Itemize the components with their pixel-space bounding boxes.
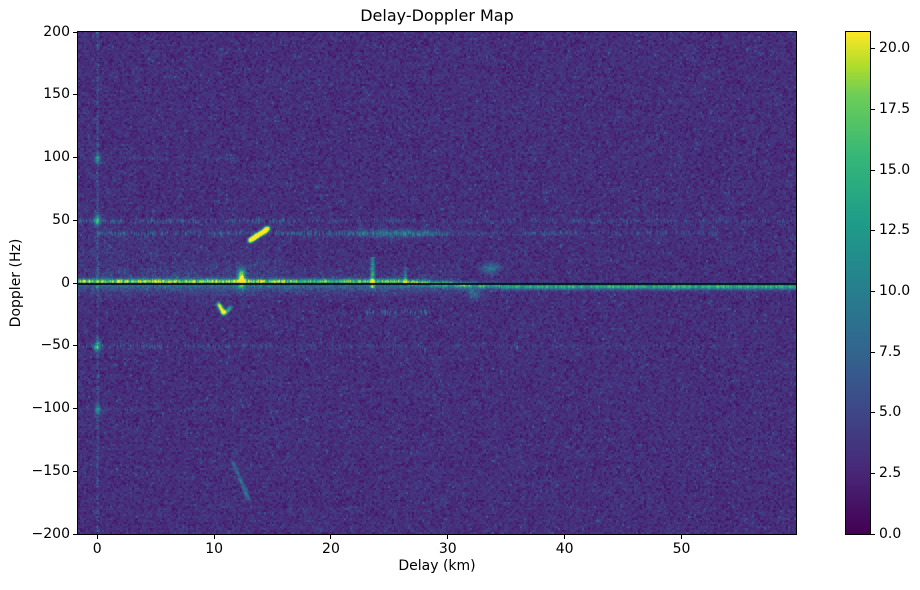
y-tick-label: −150 xyxy=(31,462,70,479)
x-tick-label: 50 xyxy=(672,541,691,557)
colorbar-tick-mark xyxy=(871,109,875,111)
y-tick-mark xyxy=(73,157,77,158)
heatmap-canvas xyxy=(78,32,796,534)
colorbar-tick-label: 17.5 xyxy=(879,101,911,118)
colorbar-tick-label: 5.0 xyxy=(879,404,902,421)
colorbar-tick-mark xyxy=(871,412,875,414)
y-tick-label: −200 xyxy=(31,525,70,542)
colorbar-tick-mark xyxy=(871,290,875,292)
x-tick-label: 0 xyxy=(92,541,102,557)
y-tick-label: 0 xyxy=(61,274,70,291)
colorbar-tick-mark xyxy=(871,230,875,232)
colorbar-gradient xyxy=(846,32,870,534)
y-tick-label: 200 xyxy=(43,23,70,40)
y-tick-mark xyxy=(73,282,77,284)
x-tick-mark xyxy=(330,535,332,539)
colorbar-tick-label: 2.5 xyxy=(879,464,902,481)
y-tick-label: 150 xyxy=(43,86,70,103)
x-tick-mark xyxy=(213,535,215,539)
heatmap-plot xyxy=(77,31,797,535)
x-tick-mark xyxy=(564,535,566,539)
y-tick-mark xyxy=(73,219,77,221)
colorbar-tick-mark xyxy=(871,472,875,474)
y-tick-label: −100 xyxy=(31,400,70,416)
colorbar-tick-label: 15.0 xyxy=(879,161,911,178)
colorbar-tick-mark xyxy=(871,48,875,50)
x-axis-label: Delay (km) xyxy=(398,558,476,574)
x-tick-label: 30 xyxy=(438,541,457,557)
colorbar-tick-label: 0.0 xyxy=(879,525,902,542)
y-tick-mark xyxy=(73,533,77,535)
y-tick-mark xyxy=(73,345,77,347)
y-tick-mark xyxy=(73,408,77,409)
x-tick-label: 40 xyxy=(555,541,574,557)
colorbar-tick-label: 7.5 xyxy=(879,343,902,360)
x-tick-mark xyxy=(680,535,682,539)
y-tick-mark xyxy=(73,94,77,96)
colorbar xyxy=(845,31,871,535)
colorbar-tick-mark xyxy=(871,533,875,535)
y-tick-mark xyxy=(73,470,77,472)
x-tick-label: 10 xyxy=(205,541,224,557)
y-tick-mark xyxy=(73,31,77,33)
colorbar-tick-label: 12.5 xyxy=(879,222,911,239)
x-tick-mark xyxy=(96,535,98,539)
x-tick-label: 20 xyxy=(322,541,340,557)
colorbar-tick-mark xyxy=(871,351,875,353)
x-tick-mark xyxy=(447,535,449,539)
y-tick-label: −50 xyxy=(40,337,70,354)
chart-title: Delay-Doppler Map xyxy=(360,6,514,25)
y-tick-label: 100 xyxy=(43,149,70,165)
colorbar-tick-label: 10.0 xyxy=(879,282,911,299)
y-tick-label: 50 xyxy=(52,211,70,228)
colorbar-tick-mark xyxy=(871,169,875,171)
colorbar-tick-label: 20.0 xyxy=(879,40,911,57)
